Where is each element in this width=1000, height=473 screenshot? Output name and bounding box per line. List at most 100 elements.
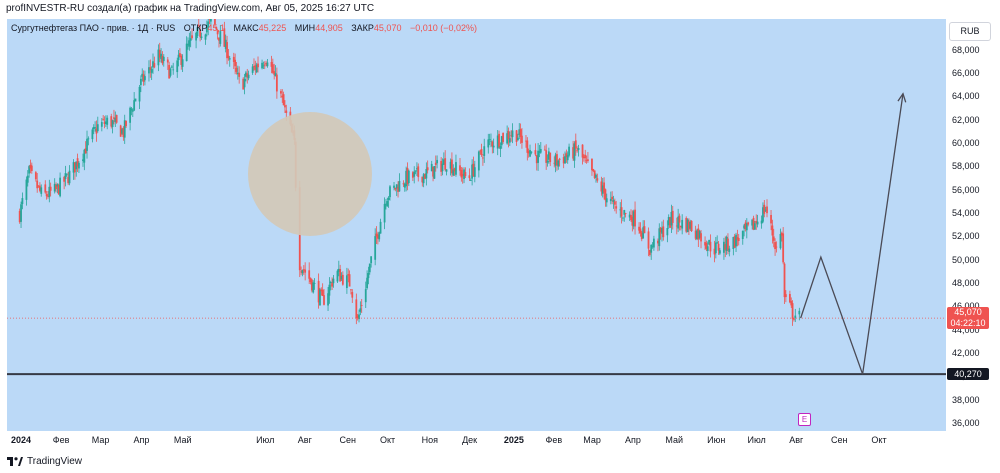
- tradingview-brand[interactable]: TradingView: [7, 456, 82, 467]
- candle-body: [433, 166, 436, 179]
- candle-body: [280, 91, 282, 94]
- candle-body: [397, 187, 399, 192]
- candle-body: [788, 294, 791, 303]
- candle-body: [658, 228, 661, 247]
- candle-body: [640, 232, 643, 240]
- candle-body: [83, 149, 86, 163]
- open-value: 45,1: [207, 23, 225, 33]
- candle-body: [573, 143, 576, 161]
- candle-body: [47, 195, 49, 197]
- candle-body: [223, 28, 226, 47]
- candle-body: [728, 248, 731, 252]
- candle-body: [18, 210, 21, 223]
- candle-body: [94, 127, 96, 129]
- candle-body: [176, 60, 179, 73]
- candle-body: [72, 162, 75, 173]
- candle-body: [543, 149, 546, 151]
- candle-body: [123, 120, 126, 138]
- candle-body: [255, 64, 258, 73]
- candle-body: [383, 203, 386, 223]
- price-axis[interactable]: RUB 36,00038,00040,00042,00044,00046,000…: [946, 19, 1000, 431]
- candle-body: [263, 64, 266, 66]
- candle-body: [179, 53, 181, 57]
- candle-body: [434, 162, 437, 165]
- candles-group: [18, 19, 801, 326]
- candle-body: [122, 128, 125, 138]
- time-tick-label: Сен: [339, 435, 357, 445]
- candle-body: [309, 277, 312, 282]
- candle-body: [394, 187, 397, 190]
- candle-body: [87, 138, 90, 140]
- candle-body: [234, 59, 237, 67]
- chart-pane[interactable]: Сургутнефтегаз ПАО - прив. · 1Д · RUS ОТ…: [7, 19, 946, 431]
- candle-body: [359, 308, 362, 312]
- candle-body: [502, 133, 504, 142]
- candle-body: [463, 169, 465, 180]
- candle-body: [453, 168, 456, 172]
- candle-body: [752, 217, 755, 230]
- candle-body: [639, 228, 642, 234]
- candle-body: [449, 161, 452, 169]
- candle-body: [652, 238, 655, 248]
- candle-body: [181, 59, 184, 67]
- candle-body: [666, 228, 669, 236]
- candle-body: [36, 180, 39, 189]
- candle-body: [37, 185, 40, 187]
- projection-arrowhead: [897, 92, 907, 103]
- currency-selector[interactable]: RUB: [949, 22, 991, 41]
- price-plot[interactable]: [7, 19, 946, 431]
- time-tick-label: Окт: [871, 435, 887, 445]
- candle-body: [180, 55, 183, 65]
- candle-body: [689, 221, 692, 229]
- candle-body: [48, 186, 51, 198]
- candle-body: [518, 129, 521, 135]
- candle-body: [662, 226, 665, 238]
- candle-body: [360, 305, 363, 306]
- candle-body: [604, 189, 607, 201]
- candle-body: [584, 154, 587, 159]
- candle-body: [226, 42, 228, 59]
- candle-body: [200, 36, 203, 39]
- candle-body: [21, 198, 24, 205]
- candle-body: [219, 31, 222, 44]
- last-price-value: 45,070: [954, 307, 982, 318]
- candle-body: [732, 236, 735, 249]
- candle-body: [374, 236, 377, 260]
- candle-body: [265, 62, 268, 65]
- candle-body: [576, 150, 579, 152]
- candle-body: [791, 303, 794, 319]
- candle-body: [161, 55, 164, 64]
- candle-body: [546, 160, 549, 163]
- close-label: ЗАКР: [351, 23, 374, 33]
- candle-body: [215, 26, 218, 30]
- candle-body: [772, 236, 775, 241]
- candle-body: [150, 69, 153, 73]
- candle-body: [78, 162, 80, 169]
- candle-body: [440, 160, 443, 172]
- candle-body: [670, 211, 673, 226]
- candle-body: [339, 269, 342, 282]
- earnings-icon[interactable]: E: [798, 413, 811, 426]
- countdown-timer: 04:22:10: [950, 318, 986, 329]
- candle-body: [266, 62, 269, 67]
- candle-body: [595, 174, 597, 178]
- candle-body: [480, 149, 483, 155]
- time-axis[interactable]: 2024 Фев Мар Апр Май Июл Авг Сен Окт Ноя Дек 2025 Фе…: [7, 431, 946, 451]
- candle-body: [669, 217, 671, 228]
- candle-body: [103, 121, 106, 125]
- candle-body: [73, 162, 76, 173]
- symbol-title: Сургутнефтегаз ПАО - прив. · 1Д · RUS: [11, 23, 176, 33]
- candle-body: [254, 65, 257, 70]
- candle-body: [545, 150, 548, 163]
- price-tick-label: 68,000: [952, 44, 980, 55]
- candle-body: [525, 140, 527, 142]
- candle-body: [114, 117, 117, 123]
- candle-body: [197, 24, 200, 26]
- candle-body: [102, 118, 105, 120]
- candle-body: [783, 263, 786, 298]
- candle-body: [464, 172, 467, 177]
- candle-body: [657, 240, 659, 244]
- candle-body: [44, 184, 47, 193]
- candle-body: [557, 160, 560, 167]
- candle-body: [49, 186, 52, 191]
